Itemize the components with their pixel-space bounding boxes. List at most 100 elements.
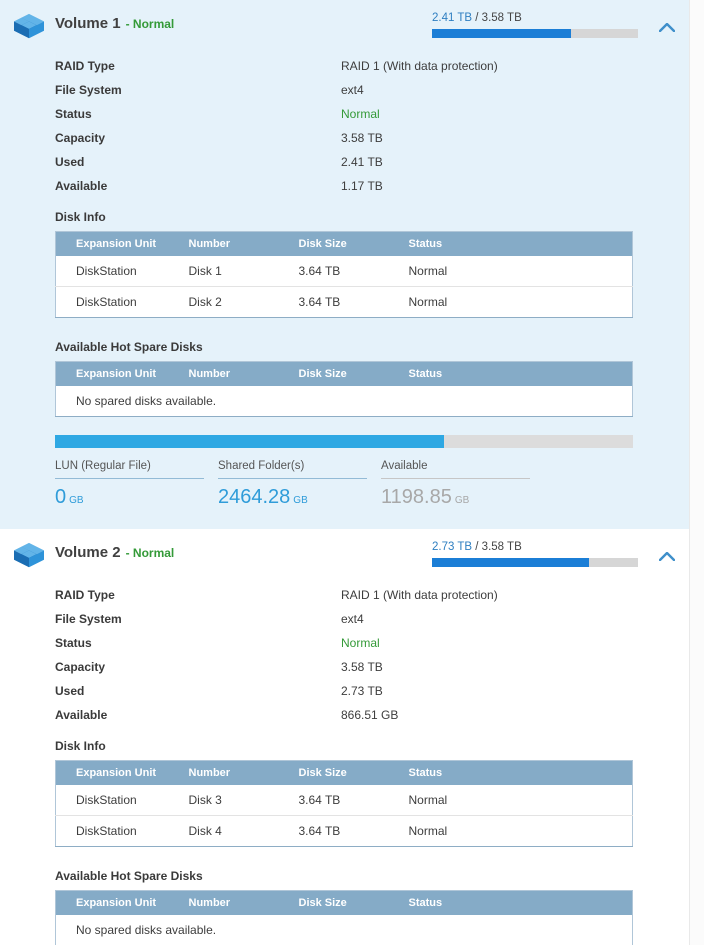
- disk-info-table: Expansion Unit Number Disk Size Status D…: [55, 760, 633, 847]
- property-label: Status: [55, 107, 92, 121]
- used-amount: 2.41 TB: [432, 12, 473, 24]
- used-amount: 2.73 TB: [432, 541, 473, 553]
- property-value: 3.58 TB: [341, 660, 383, 674]
- cell-disk-size: 3.64 TB: [298, 295, 341, 309]
- volume-status-label: - Normal: [125, 17, 175, 31]
- property-label: Used: [55, 684, 85, 698]
- col-header-disk-size: Disk Size: [278, 890, 389, 915]
- volume-header: Volume 1 - Normal 2.41 TB / 3.58 TB: [0, 0, 689, 46]
- volume-header: Volume 2 - Normal 2.73 TB / 3.58 TB: [0, 529, 689, 575]
- volume-name: Volume 2: [55, 544, 121, 561]
- disk-row: DiskStation Disk 4 3.64 TB Normal: [56, 816, 633, 847]
- volume-name: Volume 1: [55, 15, 121, 32]
- cell-status: Normal: [408, 295, 448, 309]
- stat-value: 0: [55, 486, 67, 508]
- property-row-file-system: File System ext4: [55, 607, 689, 631]
- usage-progress-bar: [432, 558, 638, 567]
- col-header-number: Number: [168, 760, 279, 785]
- cell-number: Disk 3: [168, 785, 279, 816]
- cell-disk-size: 3.64 TB: [278, 785, 389, 816]
- empty-message: No spared disks available.: [76, 923, 217, 937]
- stat-value: 1198.85: [381, 486, 452, 508]
- property-value-status: Normal: [341, 107, 380, 121]
- cell-expansion-unit: DiskStation: [55, 256, 169, 287]
- table-header-row: Expansion Unit Number Disk Size Status: [55, 231, 633, 256]
- volume-usage-summary: 2.73 TB / 3.58 TB: [432, 539, 638, 567]
- property-label: RAID Type: [55, 59, 115, 73]
- property-label: File System: [55, 612, 122, 626]
- hot-spare-table: Expansion Unit Number Disk Size Status N…: [55, 890, 633, 945]
- stat-shared-folders: Shared Folder(s) 2464.28 GB: [218, 460, 367, 509]
- property-row-capacity: Capacity 3.58 TB: [55, 126, 689, 150]
- property-label: Capacity: [55, 131, 106, 145]
- usage-text: 2.73 TB / 3.58 TB: [432, 541, 638, 553]
- collapse-chevron-icon[interactable]: [658, 548, 676, 566]
- disk-row: DiskStation Disk 3 3.64 TB Normal: [55, 785, 633, 816]
- col-header-status: Status: [388, 890, 633, 915]
- cell-status: Normal: [388, 256, 633, 287]
- property-label: File System: [55, 83, 122, 97]
- col-header-status: Status: [388, 231, 633, 256]
- allocation-bar-fill: [55, 435, 444, 448]
- volume-details: RAID Type RAID 1 (With data protection) …: [0, 46, 689, 529]
- col-header-number: Number: [168, 890, 279, 915]
- allocation-bar: [55, 435, 633, 448]
- usage-progress-bar: [432, 29, 638, 38]
- total-amount: / 3.58 TB: [475, 541, 522, 553]
- cell-number: Disk 1: [168, 256, 279, 287]
- table-header-row: Expansion Unit Number Disk Size Status: [55, 890, 633, 915]
- property-row-used: Used 2.73 TB: [55, 679, 689, 703]
- stat-label: LUN (Regular File): [55, 460, 204, 479]
- disk-row: DiskStation Disk 2 3.64 TB Normal: [56, 287, 633, 318]
- volume-title: Volume 2 - Normal: [55, 539, 174, 561]
- property-row-status: Status Normal: [55, 631, 689, 655]
- col-header-expansion-unit: Expansion Unit: [55, 890, 169, 915]
- property-value: 866.51 GB: [341, 708, 399, 722]
- stat-unit: GB: [454, 495, 470, 506]
- col-header-disk-size: Disk Size: [278, 760, 389, 785]
- property-row-available: Available 866.51 GB: [55, 703, 689, 727]
- disk-row: DiskStation Disk 1 3.64 TB Normal: [55, 256, 633, 287]
- stat-label: Shared Folder(s): [218, 460, 367, 479]
- volume-cube-icon: [14, 13, 44, 40]
- property-label: RAID Type: [55, 588, 115, 602]
- property-row-status: Status Normal: [55, 102, 689, 126]
- stat-available: Available 1198.85 GB: [381, 460, 530, 509]
- property-row-used: Used 2.41 TB: [55, 150, 689, 174]
- hot-spare-title: Available Hot Spare Disks: [55, 869, 203, 883]
- stat-label: Available: [381, 460, 530, 479]
- property-value: 2.41 TB: [341, 155, 383, 169]
- total-amount: / 3.58 TB: [475, 12, 522, 24]
- volume-usage-summary: 2.41 TB / 3.58 TB: [432, 10, 638, 38]
- collapse-chevron-icon[interactable]: [658, 19, 676, 37]
- cell-disk-size: 3.64 TB: [298, 824, 341, 838]
- stat-value: 2464.28: [218, 486, 291, 508]
- property-value-status: Normal: [341, 636, 380, 650]
- col-header-expansion-unit: Expansion Unit: [55, 231, 169, 256]
- cell-status: Normal: [388, 785, 633, 816]
- volume-details: RAID Type RAID 1 (With data protection) …: [0, 575, 689, 945]
- volume-panel-2: Volume 2 - Normal 2.73 TB / 3.58 TB RAID …: [0, 529, 689, 945]
- empty-row: No spared disks available.: [56, 386, 633, 417]
- stat-lun: LUN (Regular File) 0 GB: [55, 460, 204, 509]
- property-row-capacity: Capacity 3.58 TB: [55, 655, 689, 679]
- allocation-stats: LUN (Regular File) 0 GB Shared Folder(s) …: [55, 460, 689, 509]
- property-value: 2.73 TB: [341, 684, 383, 698]
- hot-spare-title: Available Hot Spare Disks: [55, 340, 203, 354]
- scrollbar-track[interactable]: [689, 0, 704, 945]
- property-row-raid-type: RAID Type RAID 1 (With data protection): [55, 54, 689, 78]
- property-label: Used: [55, 155, 85, 169]
- volume-title: Volume 1 - Normal: [55, 10, 174, 32]
- property-label: Capacity: [55, 660, 106, 674]
- usage-progress-fill: [432, 558, 590, 567]
- volume-status-label: - Normal: [125, 546, 175, 560]
- property-label: Available: [55, 179, 108, 193]
- property-value: ext4: [341, 612, 364, 626]
- cell-number: Disk 4: [188, 824, 222, 838]
- volume-panel-1: Volume 1 - Normal 2.41 TB / 3.58 TB RAID …: [0, 0, 689, 529]
- stat-unit: GB: [293, 495, 308, 506]
- usage-text: 2.41 TB / 3.58 TB: [432, 12, 638, 24]
- property-value: 1.17 TB: [341, 179, 383, 193]
- cell-status: Normal: [408, 824, 448, 838]
